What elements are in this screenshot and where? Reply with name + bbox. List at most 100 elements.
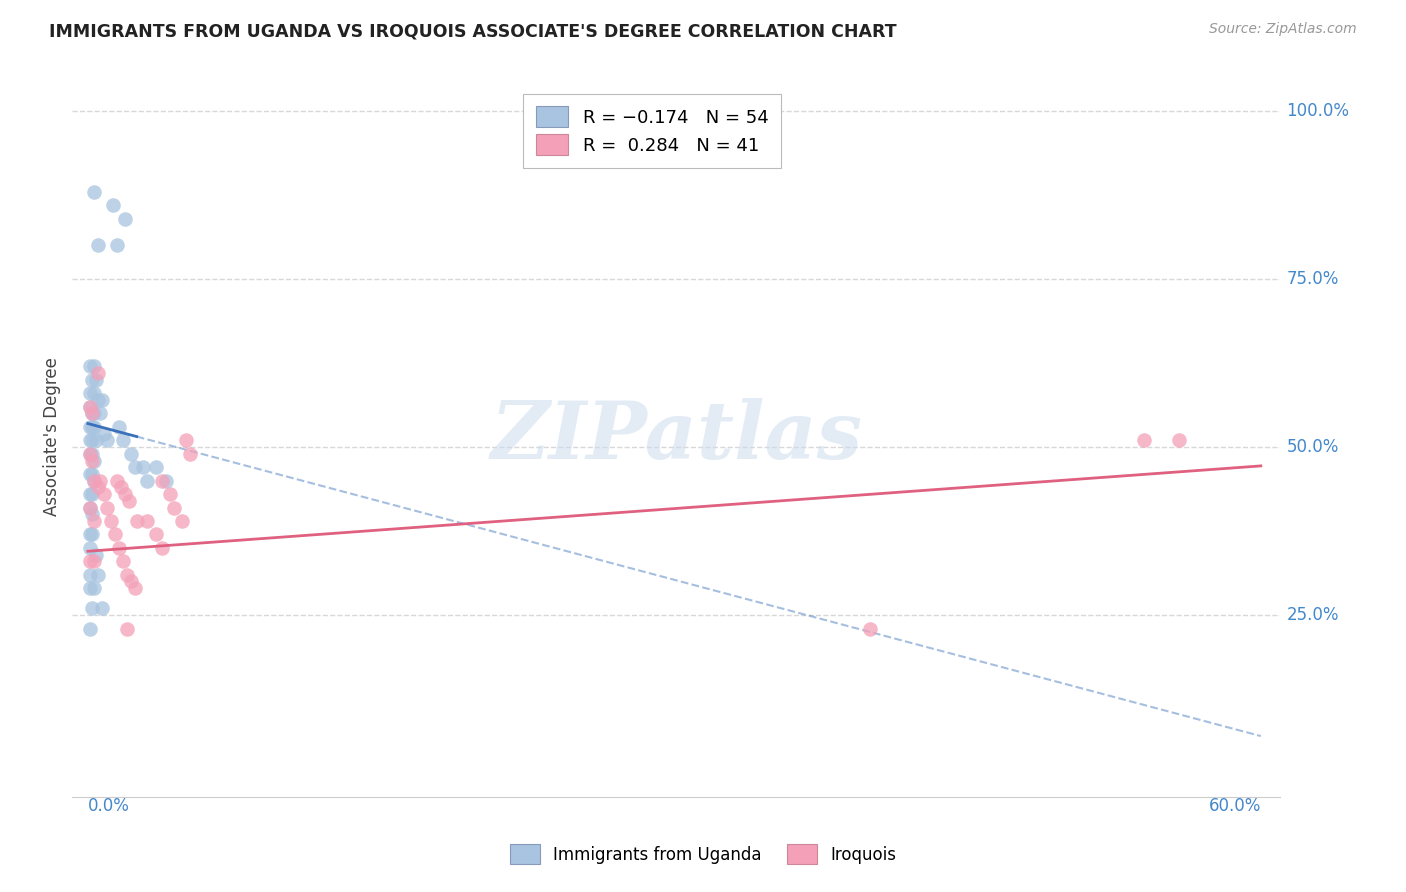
Point — [89, 474, 111, 488]
Point — [79, 541, 101, 555]
Point — [135, 474, 157, 488]
Text: 50.0%: 50.0% — [1286, 438, 1339, 456]
Point — [105, 474, 128, 488]
Point — [79, 500, 101, 515]
Point — [79, 487, 101, 501]
Point — [90, 392, 112, 407]
Point — [84, 434, 107, 448]
Point — [112, 434, 135, 448]
Point — [170, 514, 193, 528]
Text: ZIPatlas: ZIPatlas — [491, 398, 862, 475]
Point — [155, 474, 177, 488]
Point — [79, 386, 101, 401]
Point — [83, 359, 105, 374]
Point — [86, 480, 108, 494]
Point — [86, 567, 108, 582]
Point — [79, 400, 101, 414]
Point — [135, 514, 157, 528]
Point — [83, 185, 105, 199]
Point — [120, 574, 142, 589]
Point — [83, 386, 105, 401]
Point — [163, 500, 186, 515]
Point — [83, 420, 105, 434]
Point — [79, 359, 101, 374]
Point — [86, 366, 108, 380]
Point — [159, 487, 181, 501]
Point — [83, 554, 105, 568]
Point — [86, 238, 108, 252]
Point — [79, 434, 101, 448]
Point — [90, 601, 112, 615]
Point — [80, 407, 103, 421]
Text: IMMIGRANTS FROM UGANDA VS IROQUOIS ASSOCIATE'S DEGREE CORRELATION CHART: IMMIGRANTS FROM UGANDA VS IROQUOIS ASSOC… — [49, 22, 897, 40]
Point — [108, 541, 131, 555]
Legend: R = −0.174   N = 54, R =  0.284   N = 41: R = −0.174 N = 54, R = 0.284 N = 41 — [523, 94, 782, 168]
Point — [79, 400, 101, 414]
Point — [125, 514, 148, 528]
Point — [124, 460, 146, 475]
Text: 25.0%: 25.0% — [1286, 606, 1339, 624]
Text: Source: ZipAtlas.com: Source: ZipAtlas.com — [1209, 22, 1357, 37]
Point — [96, 434, 118, 448]
Text: 0.0%: 0.0% — [87, 797, 129, 814]
Point — [120, 447, 142, 461]
Point — [79, 622, 101, 636]
Point — [124, 581, 146, 595]
Point — [79, 527, 101, 541]
Point — [131, 460, 153, 475]
Point — [83, 514, 105, 528]
Point — [96, 500, 118, 515]
Point — [79, 447, 101, 461]
Point — [150, 541, 173, 555]
Point — [115, 622, 138, 636]
Point — [110, 480, 132, 494]
Point — [89, 407, 111, 421]
Point — [79, 467, 101, 481]
Point — [80, 527, 103, 541]
Point — [174, 434, 197, 448]
Point — [104, 527, 127, 541]
Point — [83, 474, 105, 488]
Point — [83, 474, 105, 488]
Y-axis label: Associate's Degree: Associate's Degree — [44, 358, 60, 516]
Point — [150, 474, 173, 488]
Point — [115, 567, 138, 582]
Point — [79, 567, 101, 582]
Point — [93, 426, 115, 441]
Point — [118, 493, 141, 508]
Point — [84, 373, 107, 387]
Point — [86, 392, 108, 407]
Point — [79, 447, 101, 461]
Text: 100.0%: 100.0% — [1286, 102, 1350, 120]
Point — [80, 447, 103, 461]
Text: 60.0%: 60.0% — [1208, 797, 1261, 814]
Point — [112, 554, 135, 568]
Point — [80, 601, 103, 615]
Legend: Immigrants from Uganda, Iroquois: Immigrants from Uganda, Iroquois — [503, 838, 903, 871]
Point — [80, 434, 103, 448]
Point — [80, 420, 103, 434]
Point — [103, 198, 125, 212]
Point — [83, 453, 105, 467]
Point — [859, 622, 882, 636]
Point — [80, 453, 103, 467]
Point — [1132, 434, 1154, 448]
Point — [83, 581, 105, 595]
Point — [84, 548, 107, 562]
Point — [114, 487, 136, 501]
Point — [179, 447, 201, 461]
Point — [80, 407, 103, 421]
Point — [83, 407, 105, 421]
Point — [145, 527, 167, 541]
Point — [79, 500, 101, 515]
Point — [79, 581, 101, 595]
Point — [145, 460, 167, 475]
Point — [80, 487, 103, 501]
Point — [80, 467, 103, 481]
Point — [79, 554, 101, 568]
Point — [79, 420, 101, 434]
Point — [1167, 434, 1189, 448]
Point — [108, 420, 131, 434]
Point — [93, 487, 115, 501]
Point — [80, 373, 103, 387]
